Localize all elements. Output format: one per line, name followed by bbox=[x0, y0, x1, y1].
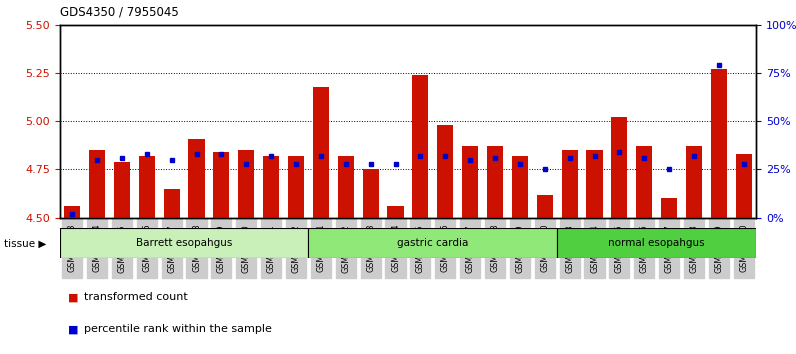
Text: tissue ▶: tissue ▶ bbox=[4, 238, 46, 249]
Bar bbox=[537, 195, 553, 218]
Bar bbox=[60, 228, 308, 258]
Bar bbox=[313, 86, 329, 218]
Bar bbox=[487, 146, 503, 218]
Text: ■: ■ bbox=[68, 324, 78, 334]
Bar bbox=[308, 228, 557, 258]
Text: normal esopahgus: normal esopahgus bbox=[608, 238, 705, 249]
Bar bbox=[238, 150, 255, 218]
Text: transformed count: transformed count bbox=[84, 292, 187, 302]
Bar bbox=[736, 154, 752, 218]
Bar bbox=[213, 152, 229, 218]
Bar bbox=[64, 206, 80, 218]
Bar bbox=[412, 75, 428, 218]
Bar bbox=[686, 146, 702, 218]
Bar bbox=[561, 150, 578, 218]
Bar bbox=[587, 150, 603, 218]
Bar bbox=[462, 146, 478, 218]
Bar bbox=[89, 150, 105, 218]
Bar bbox=[437, 125, 454, 218]
Text: GDS4350 / 7955045: GDS4350 / 7955045 bbox=[60, 5, 178, 18]
Bar bbox=[362, 170, 379, 218]
Bar bbox=[636, 146, 653, 218]
Bar bbox=[661, 199, 677, 218]
Text: percentile rank within the sample: percentile rank within the sample bbox=[84, 324, 271, 334]
Bar bbox=[557, 228, 756, 258]
Bar bbox=[338, 156, 354, 218]
Bar bbox=[163, 189, 180, 218]
Text: ■: ■ bbox=[68, 292, 78, 302]
Bar bbox=[512, 156, 528, 218]
Bar bbox=[611, 118, 627, 218]
Bar bbox=[189, 139, 205, 218]
Bar bbox=[388, 206, 404, 218]
Bar bbox=[711, 69, 727, 218]
Bar bbox=[263, 156, 279, 218]
Bar bbox=[288, 156, 304, 218]
Text: Barrett esopahgus: Barrett esopahgus bbox=[136, 238, 232, 249]
Text: gastric cardia: gastric cardia bbox=[397, 238, 469, 249]
Bar bbox=[114, 162, 130, 218]
Bar bbox=[139, 156, 155, 218]
